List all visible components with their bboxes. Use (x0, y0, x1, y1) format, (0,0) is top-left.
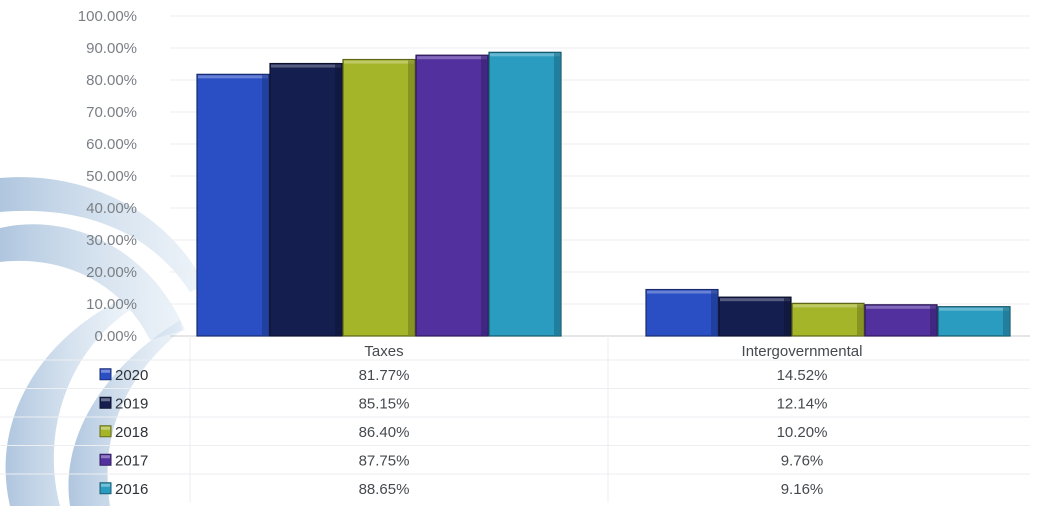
bar-taxes-2019 (269, 62, 343, 337)
data-label-intergovernmental-2020: 14.52% (777, 367, 828, 384)
background-swoosh-decoration (0, 177, 205, 506)
bar-intergovernmental-2017 (864, 304, 938, 337)
data-label-taxes-2018: 86.40% (359, 424, 410, 441)
data-label-intergovernmental-2019: 12.14% (777, 395, 828, 412)
y-tick-label: 30.00% (86, 232, 137, 249)
y-tick-label: 0.00% (94, 328, 137, 345)
bar-taxes-2017 (415, 54, 489, 337)
y-tick-label: 10.00% (86, 296, 137, 313)
bar-taxes-2016 (488, 51, 562, 337)
y-tick-label: 100.00% (78, 8, 137, 25)
y-tick-label: 60.00% (86, 136, 137, 153)
category-label-intergovernmental: Intergovernmental (742, 343, 863, 360)
legend-label-2016: 2016 (115, 481, 148, 498)
legend-swatch-2020 (99, 368, 112, 381)
legend-swatch-2018 (99, 425, 112, 438)
bar-taxes-2020 (196, 73, 270, 337)
y-tick-label: 50.00% (86, 168, 137, 185)
bars (196, 51, 1011, 337)
legend-label-2018: 2018 (115, 424, 148, 441)
y-axis-ticks: 0.00% 10.00% 20.00% 30.00% 40.00% 50.00% 60.00… (78, 8, 137, 345)
y-tick-label: 40.00% (86, 200, 137, 217)
legend-label-2019: 2019 (115, 395, 148, 412)
y-tick-label: 90.00% (86, 40, 137, 57)
data-label-intergovernmental-2017: 9.76% (781, 452, 824, 469)
bar-taxes-2018 (342, 58, 416, 337)
y-tick-label: 70.00% (86, 104, 137, 121)
legend-swatch-2017 (99, 453, 112, 466)
bar-intergovernmental-2016 (937, 306, 1011, 337)
data-label-taxes-2016: 88.65% (359, 481, 410, 498)
bar-intergovernmental-2018 (791, 302, 865, 337)
data-label-intergovernmental-2016: 9.16% (781, 481, 824, 498)
category-label-taxes: Taxes (364, 343, 403, 360)
legend-label-2020: 2020 (115, 367, 148, 384)
legend-swatch-2019 (99, 396, 112, 409)
legend-swatch-2016 (99, 482, 112, 495)
legend-label-2017: 2017 (115, 452, 148, 469)
data-label-taxes-2020: 81.77% (359, 367, 410, 384)
data-label-taxes-2019: 85.15% (359, 395, 410, 412)
bar-intergovernmental-2020 (645, 288, 719, 337)
y-tick-label: 80.00% (86, 72, 137, 89)
data-label-taxes-2017: 87.75% (359, 452, 410, 469)
data-table: Taxes Intergovernmental 2020 81.77% 14.52% 20… (0, 336, 1030, 503)
bar-intergovernmental-2019 (718, 296, 792, 337)
data-label-intergovernmental-2018: 10.20% (777, 424, 828, 441)
y-tick-label: 20.00% (86, 264, 137, 281)
